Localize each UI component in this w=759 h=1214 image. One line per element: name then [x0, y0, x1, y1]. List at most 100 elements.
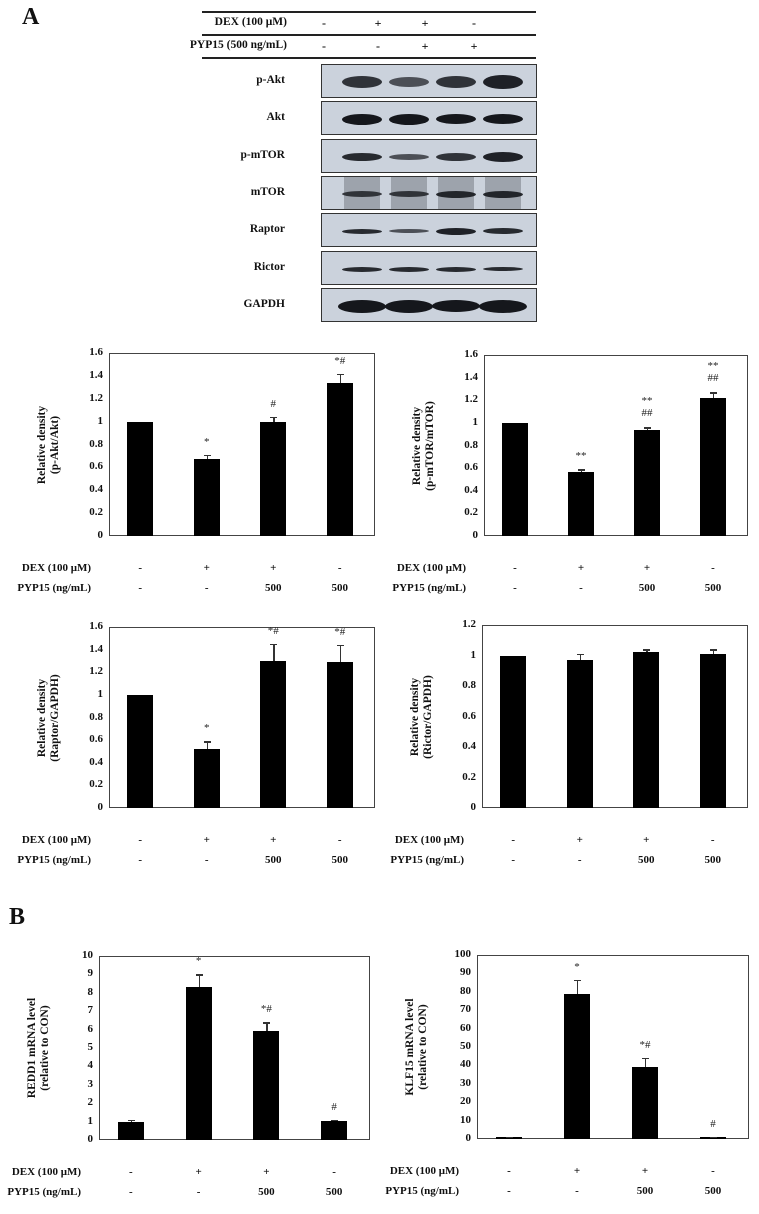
condition-label-pyp15: PYP15 (ng/mL)	[390, 854, 464, 866]
error-bar	[339, 645, 342, 663]
panel-label-b: B	[9, 904, 26, 930]
blot-label: Raptor	[249, 223, 285, 235]
y-axis-label-line: (relative to CON)	[39, 1005, 51, 1091]
y-tick-label: 3	[87, 1077, 94, 1090]
header-pyp15-value: -	[322, 39, 326, 53]
bar	[633, 652, 660, 808]
header-divider	[202, 57, 536, 59]
error-bar-cap	[710, 392, 717, 394]
bar	[634, 429, 660, 536]
condition-label-dex: DEX (100 μM)	[21, 834, 91, 846]
error-bar-cap	[576, 653, 584, 656]
y-tick-label: 1.2	[89, 391, 103, 404]
blot-label: p-Akt	[256, 74, 285, 86]
error-bar	[273, 417, 275, 422]
y-axis-label-line: (Rictor/GAPDH)	[422, 674, 434, 759]
blot-label: p-mTOR	[240, 149, 285, 161]
bar	[500, 655, 527, 808]
condition-pyp15-value: 500	[265, 582, 282, 594]
protein-band	[389, 266, 429, 272]
header-divider	[202, 34, 536, 36]
protein-band	[483, 114, 523, 124]
y-axis-label-line: (relative to CON)	[417, 1004, 429, 1090]
protein-band	[436, 227, 476, 235]
y-tick-label: 0.8	[462, 679, 476, 691]
y-tick-label: 0.6	[89, 460, 103, 473]
y-tick-label: 9	[87, 967, 94, 980]
y-axis-label: Relative density (p-Akt/Akt)	[36, 365, 62, 525]
y-tick-label: 1	[87, 1114, 94, 1127]
condition-label-dex: DEX (100 μM)	[394, 834, 464, 846]
condition-pyp15-value: 500	[258, 1186, 275, 1198]
header-row-label-dex: DEX (100 μM)	[214, 16, 287, 28]
y-tick-label: 8	[87, 985, 94, 998]
error-bar	[712, 649, 715, 654]
y-tick-label: 0	[465, 1132, 472, 1144]
protein-band	[342, 153, 382, 161]
condition-dex-value: +	[203, 834, 210, 846]
bar	[632, 1067, 658, 1139]
condition-dex-value: +	[195, 1166, 202, 1178]
y-tick-label: 1.4	[89, 368, 103, 381]
protein-band	[483, 152, 523, 162]
bar	[700, 1137, 726, 1139]
condition-dex-value: -	[337, 834, 342, 846]
bar	[564, 993, 590, 1139]
y-tick-label: 1.2	[89, 665, 103, 678]
y-axis-label-line: (p-mTOR/mTOR)	[424, 400, 436, 491]
y-tick-label: 1.6	[89, 620, 103, 632]
protein-band	[389, 191, 429, 197]
header-row-label-pyp15: PYP15 (500 ng/mL)	[189, 39, 287, 51]
y-tick-label: 80	[460, 984, 471, 997]
condition-dex-value: +	[573, 1165, 581, 1177]
y-tick-label: 0.4	[464, 483, 478, 496]
y-tick-label: 0	[87, 1133, 94, 1145]
condition-dex-value: -	[511, 834, 516, 846]
error-bar	[198, 974, 200, 988]
error-bar-cap	[195, 974, 203, 976]
condition-pyp15-value: 500	[331, 582, 349, 594]
condition-pyp15-value: 500	[704, 582, 722, 594]
error-bar-cap	[203, 741, 211, 743]
error-bar-cap	[203, 454, 211, 457]
significance-marker: *#	[267, 624, 279, 637]
bar	[260, 660, 287, 808]
bar	[502, 422, 528, 536]
y-tick-label: 10	[460, 1113, 471, 1126]
y-axis-label: Relative density (Rictor/GAPDH)	[409, 637, 435, 797]
y-tick-label: 50	[460, 1040, 471, 1052]
condition-dex-value: -	[332, 1166, 336, 1178]
y-tick-label: 60	[460, 1021, 471, 1034]
error-bar	[646, 649, 648, 653]
protein-band	[342, 113, 382, 125]
y-axis-label: REDD1 mRNA level (relative to CON)	[26, 968, 52, 1128]
condition-dex-value: +	[270, 562, 277, 574]
condition-pyp15-value: 500	[638, 854, 655, 866]
y-axis-label: Relative density (p-mTOR/mTOR)	[411, 366, 437, 526]
protein-band	[389, 77, 429, 87]
bar	[117, 1121, 144, 1140]
y-tick-label: 7	[87, 1004, 94, 1017]
y-axis-label-line: Relative density	[36, 405, 48, 484]
blot-akt	[321, 101, 537, 135]
y-tick-label: 100	[454, 948, 472, 960]
condition-pyp15-value: -	[511, 854, 516, 866]
blot-label: Rictor	[253, 261, 285, 273]
bar	[253, 1031, 280, 1140]
error-bar	[645, 1058, 647, 1068]
header-divider	[202, 11, 536, 13]
error-bar	[206, 454, 209, 460]
significance-marker: #	[710, 1117, 716, 1130]
error-bar	[579, 653, 582, 661]
y-tick-label: 70	[460, 1003, 471, 1016]
y-tick-label: 0	[472, 529, 479, 541]
y-tick-label: 1	[472, 415, 479, 428]
bar	[568, 471, 594, 536]
y-tick-label: 1.4	[464, 370, 478, 383]
error-bar-cap	[709, 649, 717, 651]
blot-p-akt	[321, 64, 537, 98]
blot-mtor	[321, 176, 537, 210]
error-bar-cap	[578, 469, 585, 471]
blot-label: mTOR	[250, 186, 285, 198]
y-tick-label: 0.2	[464, 506, 478, 519]
